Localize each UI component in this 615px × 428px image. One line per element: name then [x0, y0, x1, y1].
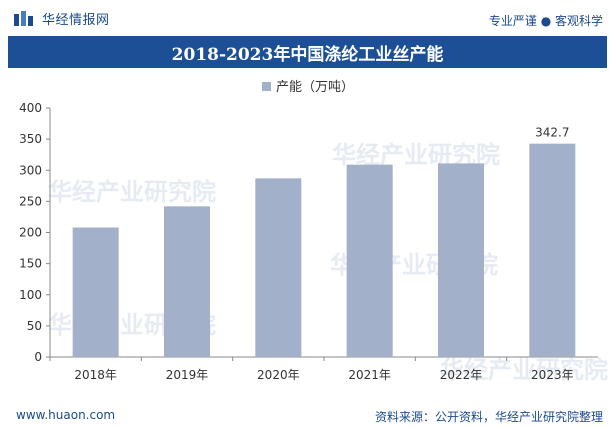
x-tick-label: 2023年 — [531, 368, 574, 382]
brand-logo-icon — [14, 10, 33, 26]
x-tick-label: 2019年 — [166, 368, 209, 382]
footer-website: www.huaon.com — [16, 408, 116, 422]
y-tick-label: 150 — [19, 257, 42, 271]
bar — [529, 143, 576, 357]
bars — [72, 143, 576, 357]
data-label: 342.7 — [535, 126, 569, 140]
legend: 产能（万吨） — [262, 80, 354, 95]
chart-title: 2018-2023年中国涤纶工业丝产能 — [171, 44, 444, 65]
x-tick-label: 2022年 — [440, 368, 483, 382]
bar — [164, 206, 210, 357]
x-axis: 2018年 2019年 2020年 2021年 2022年 2023年 — [49, 356, 598, 382]
bar — [72, 227, 119, 357]
y-axis: 0 50 100 150 200 250 300 350 400 — [19, 101, 51, 364]
bar — [438, 163, 484, 357]
x-tick-label: 2021年 — [348, 368, 391, 382]
y-tick-label: 300 — [19, 163, 42, 177]
y-tick-label: 250 — [19, 194, 42, 208]
x-tick-label: 2020年 — [257, 368, 300, 382]
data-labels: 342.7 — [535, 126, 569, 140]
top-bar: 华经情报网 专业严谨 ● 客观科学 — [0, 0, 615, 34]
footer-source: 资料来源：公开资料，华经产业研究院整理 — [374, 410, 603, 424]
y-tick-label: 400 — [19, 101, 42, 115]
bar — [346, 164, 393, 357]
y-tick-label: 350 — [19, 132, 42, 146]
y-tick-label: 100 — [19, 288, 42, 302]
brand: 华经情报网 — [14, 9, 110, 28]
brand-name: 华经情报网 — [42, 13, 110, 28]
x-tick-label: 2018年 — [74, 368, 117, 382]
slogan: 专业严谨 ● 客观科学 — [488, 14, 603, 28]
title-band: 2018-2023年中国涤纶工业丝产能 — [8, 36, 607, 68]
y-tick-label: 50 — [27, 319, 42, 333]
bar — [255, 178, 302, 357]
y-tick-label: 0 — [34, 350, 42, 364]
legend-swatch — [262, 82, 271, 91]
y-tick-label: 200 — [19, 226, 42, 240]
legend-label: 产能（万吨） — [276, 80, 354, 95]
footer: www.huaon.com 资料来源：公开资料，华经产业研究院整理 — [0, 404, 615, 428]
